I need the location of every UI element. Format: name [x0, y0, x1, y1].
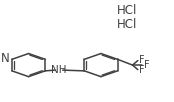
Text: NH: NH: [51, 65, 66, 75]
Text: HCl: HCl: [117, 4, 137, 17]
Text: F: F: [144, 60, 149, 70]
Text: F: F: [140, 65, 145, 75]
Text: N: N: [1, 53, 10, 65]
Text: F: F: [140, 55, 145, 65]
Text: HCl: HCl: [117, 18, 137, 31]
